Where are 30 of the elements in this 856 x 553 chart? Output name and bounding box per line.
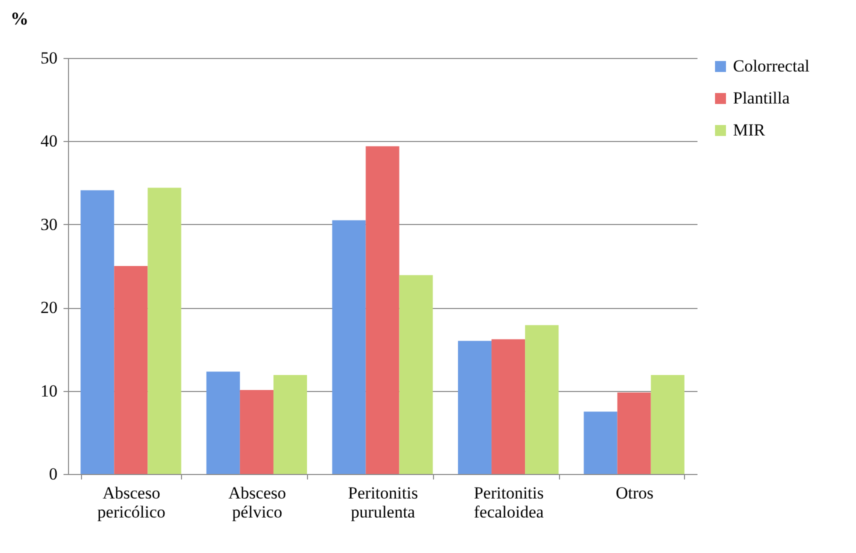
bar	[273, 374, 308, 474]
bar	[148, 188, 182, 474]
x-tick-label: Peritonitis fecaloidea	[474, 484, 544, 522]
x-tick-label: Peritonitis purulenta	[348, 484, 418, 522]
legend-label: Plantilla	[733, 88, 790, 108]
x-tick-label: Otros	[616, 484, 654, 502]
y-tick-label: 50	[40, 48, 58, 68]
bar	[492, 339, 526, 474]
y-tick-label: 20	[40, 298, 58, 318]
y-axis-title: %	[10, 8, 28, 28]
y-tick-label: 30	[40, 214, 58, 234]
bar	[80, 190, 114, 474]
bar	[584, 412, 618, 474]
bar	[525, 325, 559, 474]
bar	[332, 220, 366, 474]
bar	[458, 340, 492, 474]
bar	[240, 390, 274, 474]
bar	[114, 266, 148, 474]
bar	[366, 146, 400, 474]
x-tick-label: Absceso pélvico	[228, 484, 286, 522]
legend-label: MIR	[733, 120, 766, 140]
bar	[617, 392, 651, 474]
x-tick-label: Absceso pericólico	[97, 484, 166, 522]
y-tick-label: 10	[40, 381, 58, 400]
y-tick-label: 0	[49, 464, 58, 484]
y-tick-label: 40	[40, 132, 58, 151]
bar	[650, 374, 684, 474]
bar	[206, 372, 240, 474]
bar	[399, 275, 433, 474]
legend-label: Colorrectal	[733, 56, 810, 76]
